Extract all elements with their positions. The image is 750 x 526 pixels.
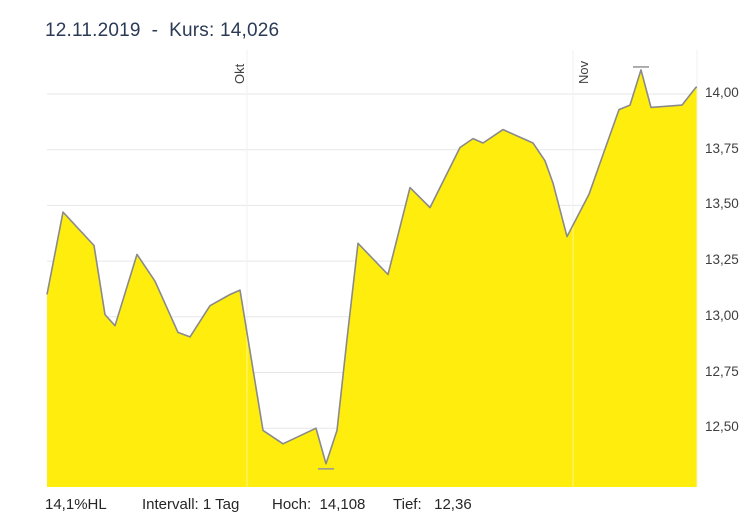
y-axis-label: 13,25 [705, 252, 739, 268]
x-axis-month-label: Nov [576, 60, 591, 84]
y-axis-label: 12,50 [705, 419, 739, 435]
status-hl-percent: 14,1%HL [45, 496, 107, 513]
status-low: Tief: 12,36 [393, 496, 472, 513]
status-high: Hoch: 14,108 [272, 496, 366, 513]
y-axis-label: 13,50 [705, 196, 739, 212]
y-axis-label: 13,75 [705, 140, 739, 156]
y-axis-label: 14,00 [705, 85, 739, 100]
y-axis-label: 13,00 [705, 307, 739, 323]
x-axis-month-label: Okt [232, 63, 247, 84]
status-interval: Intervall: 1 Tag [142, 496, 240, 513]
price-line [46, 69, 697, 465]
price-area-fill [47, 69, 697, 488]
chart-title: 12.11.2019 - Kurs: 14,026 [45, 20, 280, 41]
y-axis-label: 12,75 [705, 363, 739, 379]
